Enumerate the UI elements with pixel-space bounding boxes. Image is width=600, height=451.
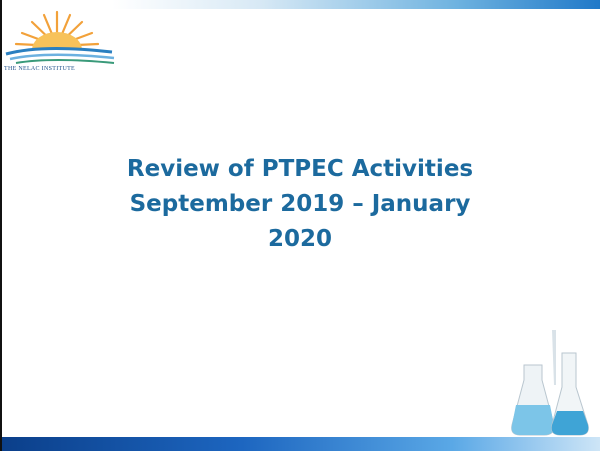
bottom-bar xyxy=(2,437,600,451)
slide: THE NELAC INSTITUTE Review of PTPEC Acti… xyxy=(0,0,600,451)
logo-graphic xyxy=(2,0,117,70)
slide-title: Review of PTPEC Activities September 201… xyxy=(100,152,500,257)
logo-text: THE NELAC INSTITUTE xyxy=(4,66,75,72)
top-bar xyxy=(112,0,600,9)
flask-illustration xyxy=(502,325,600,437)
